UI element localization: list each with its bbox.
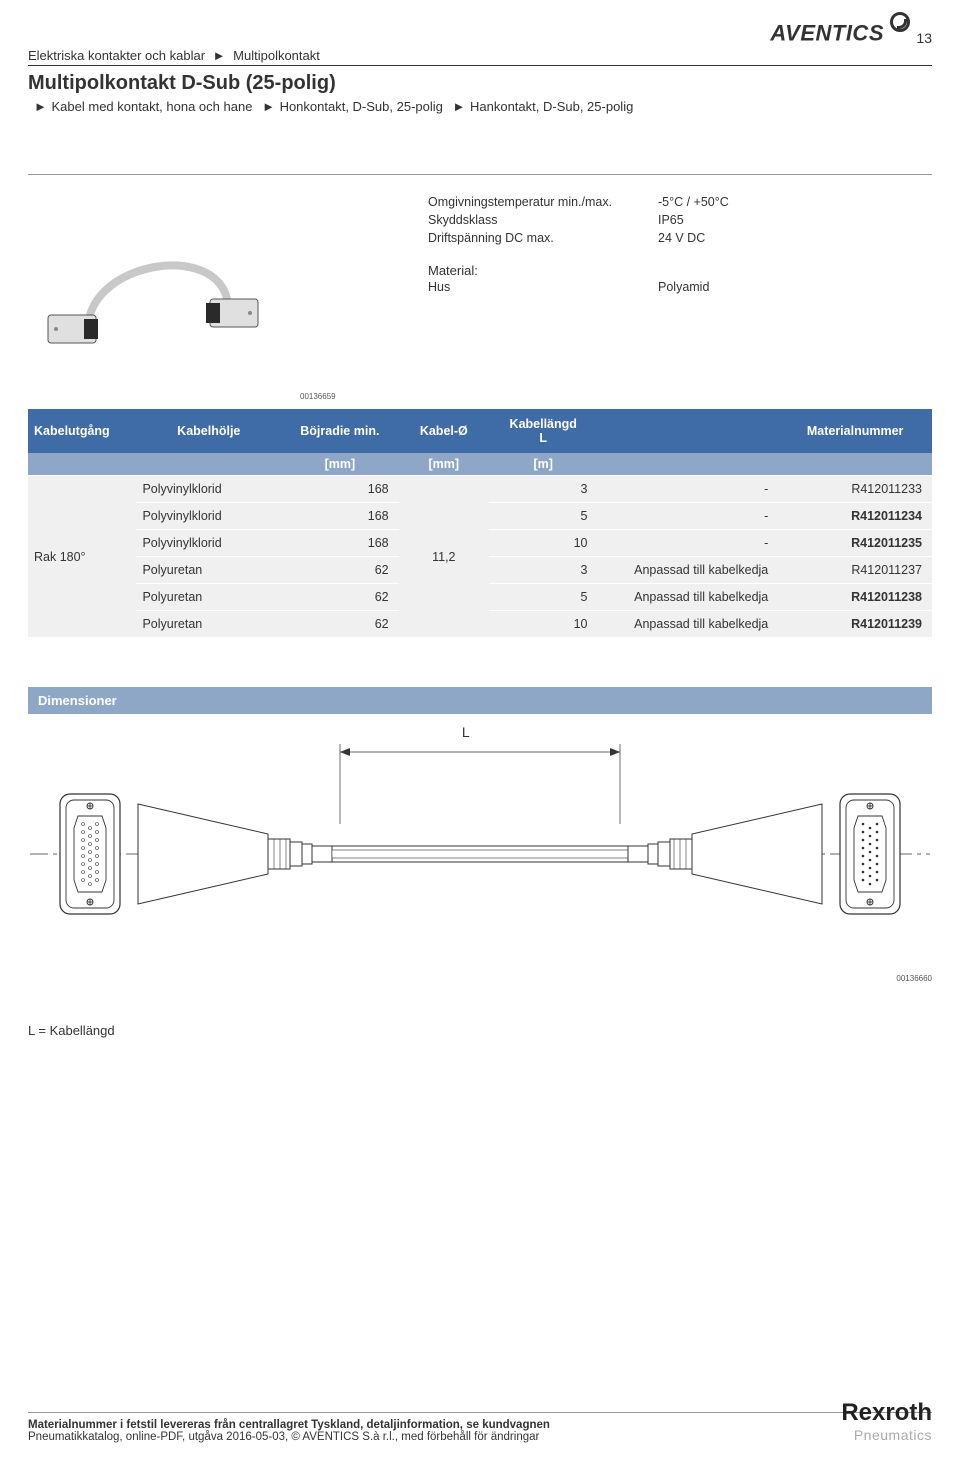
cell-kabelholje: Polyuretan xyxy=(136,557,281,584)
cell-materialnummer: R412011238 xyxy=(778,584,932,611)
subtitle-part: Honkontakt, D-Sub, 25-polig xyxy=(280,99,443,114)
footer-line: Pneumatikkatalog, online-PDF, utgåva 201… xyxy=(28,1431,932,1443)
cell-langd: 10 xyxy=(489,530,597,557)
header-subsection: Multipolkontakt xyxy=(233,48,320,63)
unit-cell xyxy=(778,453,932,476)
cell-note: - xyxy=(597,530,778,557)
col-header: Materialnummer xyxy=(778,409,932,453)
table-row: Hus Polyamid xyxy=(428,278,709,296)
dimensions-figure: L xyxy=(28,724,932,964)
rowgroup-label: Rak 180° xyxy=(28,476,136,638)
cell-note: Anpassad till kabelkedja xyxy=(597,584,778,611)
col-header xyxy=(597,409,778,453)
material-heading: Material: xyxy=(428,263,932,278)
table-header-row: Kabelutgång Kabelhölje Böjradie min. Kab… xyxy=(28,409,932,453)
cell-materialnummer: R412011237 xyxy=(778,557,932,584)
dimension-L-label: L xyxy=(462,724,470,740)
cell-langd: 3 xyxy=(489,476,597,503)
unit-cell: [mm] xyxy=(281,453,399,476)
col-header: Kabel-Ø xyxy=(399,409,489,453)
cell-materialnummer: R412011239 xyxy=(778,611,932,638)
cell-langd: 3 xyxy=(489,557,597,584)
footer-logo: Rexroth Pneumatics xyxy=(841,1399,932,1443)
spec-value: 24 V DC xyxy=(658,229,729,247)
dimensions-header: Dimensioner xyxy=(28,687,932,714)
cell-bojradie: 168 xyxy=(281,503,399,530)
cell-bojradie: 62 xyxy=(281,611,399,638)
info-block: Omgivningstemperatur min./max. -5°C / +5… xyxy=(28,193,932,372)
cell-langd: 5 xyxy=(489,584,597,611)
cell-bojradie: 62 xyxy=(281,557,399,584)
cell-kabelholje: Polyvinylklorid xyxy=(136,530,281,557)
page-footer: Materialnummer i fetstil levereras från … xyxy=(28,1412,932,1443)
cell-kabelholje: Polyuretan xyxy=(136,584,281,611)
table-row: Driftspänning DC max. 24 V DC xyxy=(428,229,729,247)
cell-kabelholje: Polyvinylklorid xyxy=(136,476,281,503)
table-row: Skyddsklass IP65 xyxy=(428,211,729,229)
spec-label: Driftspänning DC max. xyxy=(428,229,658,247)
cell-langd: 5 xyxy=(489,503,597,530)
spec-value: -5°C / +50°C xyxy=(658,193,729,211)
brand-logo-top: AVENTICS xyxy=(770,12,910,46)
unit-cell xyxy=(28,453,136,476)
unit-cell xyxy=(136,453,281,476)
brand-mark-icon xyxy=(890,12,910,32)
cable-illustration-icon xyxy=(28,199,278,369)
spec-label: Skyddsklass xyxy=(428,211,658,229)
unit-cell xyxy=(597,453,778,476)
col-header: Kabelhölje xyxy=(136,409,281,453)
rexroth-logo: Rexroth xyxy=(841,1399,932,1427)
cell-materialnummer: R412011235 xyxy=(778,530,932,557)
spec-table: Omgivningstemperatur min./max. -5°C / +5… xyxy=(428,193,729,247)
footer-line: Materialnummer i fetstil levereras från … xyxy=(28,1419,932,1431)
image-code: 00136660 xyxy=(28,974,932,983)
col-header: Kabellängd L xyxy=(489,409,597,453)
cell-kabel-o: 11,2 xyxy=(399,476,489,638)
chevron-right-icon: ► xyxy=(453,99,466,114)
cell-note: Anpassad till kabelkedja xyxy=(597,557,778,584)
col-header: Kabelutgång xyxy=(28,409,136,453)
cell-note: - xyxy=(597,476,778,503)
table-row: Omgivningstemperatur min./max. -5°C / +5… xyxy=(428,193,729,211)
col-header-l2: L xyxy=(539,431,547,445)
spec-label: Omgivningstemperatur min./max. xyxy=(428,193,658,211)
cell-bojradie: 62 xyxy=(281,584,399,611)
material-table: Hus Polyamid xyxy=(428,278,709,296)
brand-text: AVENTICS xyxy=(770,20,884,45)
image-code: 00136659 xyxy=(300,392,932,401)
cell-materialnummer: R412011233 xyxy=(778,476,932,503)
cell-note: Anpassad till kabelkedja xyxy=(597,611,778,638)
table-row: Rak 180°Polyvinylklorid16811,23-R4120112… xyxy=(28,476,932,503)
col-header: Böjradie min. xyxy=(281,409,399,453)
chevron-right-icon: ► xyxy=(213,48,226,63)
table-unit-row: [mm] [mm] [m] xyxy=(28,453,932,476)
page-subtitle: ► Kabel med kontakt, hona och hane ► Hon… xyxy=(28,99,932,175)
footer-bold: Materialnummer i fetstil levereras från … xyxy=(28,1419,550,1431)
material-label: Hus xyxy=(428,278,658,296)
chevron-right-icon: ► xyxy=(262,99,275,114)
material-value: Polyamid xyxy=(658,278,709,296)
cell-bojradie: 168 xyxy=(281,476,399,503)
legend: L = Kabellängd xyxy=(28,1023,932,1038)
chevron-right-icon: ► xyxy=(34,99,47,114)
cell-bojradie: 168 xyxy=(281,530,399,557)
page-number: 13 xyxy=(916,30,932,46)
spec-value: IP65 xyxy=(658,211,729,229)
page-title: Multipolkontakt D-Sub (25-polig) xyxy=(28,72,932,95)
subtitle-part: Kabel med kontakt, hona och hane xyxy=(52,99,253,114)
cell-kabelholje: Polyuretan xyxy=(136,611,281,638)
header-section: Elektriska kontakter och kablar xyxy=(28,48,205,63)
cell-note: - xyxy=(597,503,778,530)
cell-langd: 10 xyxy=(489,611,597,638)
unit-cell: [mm] xyxy=(399,453,489,476)
cell-materialnummer: R412011234 xyxy=(778,503,932,530)
pneumatics-text: Pneumatics xyxy=(841,1427,932,1443)
product-illustration xyxy=(28,193,308,372)
dimensions-drawing-icon xyxy=(28,724,932,964)
product-table: Kabelutgång Kabelhölje Böjradie min. Kab… xyxy=(28,409,932,637)
subtitle-part: Hankontakt, D-Sub, 25-polig xyxy=(470,99,633,114)
col-header-l1: Kabellängd xyxy=(510,417,577,431)
cell-kabelholje: Polyvinylklorid xyxy=(136,503,281,530)
unit-cell: [m] xyxy=(489,453,597,476)
